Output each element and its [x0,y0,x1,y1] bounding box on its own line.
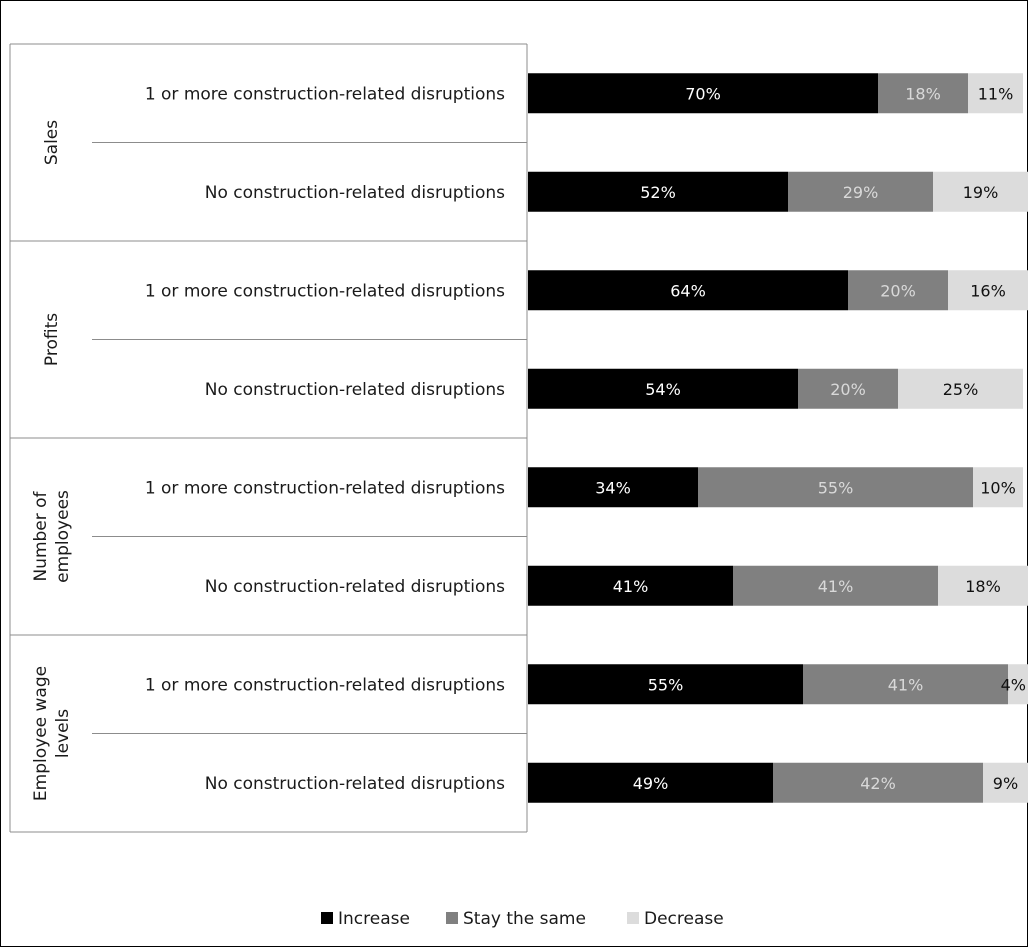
data-label: 64% [670,281,706,300]
legend-label: Decrease [644,909,724,929]
bar-segment-stay-the-same [798,368,898,409]
bar-segment-increase [528,664,803,705]
category-label: 1 or more construction-related disruptio… [145,281,505,301]
bar-segment-decrease [898,368,1023,409]
group-label: Sales [42,120,62,165]
data-label: 16% [970,281,1006,300]
data-label: 41% [818,577,854,596]
data-label: 29% [843,183,879,202]
category-label: No construction-related disruptions [205,577,505,597]
data-label: 20% [830,380,866,399]
category-table-lines [9,43,528,833]
bar-segment-stay-the-same [848,270,948,311]
bar-segment-stay-the-same [733,565,938,606]
bar-segment-increase [528,270,848,311]
bar-segment-decrease [973,467,1023,508]
data-label: 41% [613,577,649,596]
bar-segment-increase [528,73,878,114]
data-label: 55% [648,675,684,694]
legend-label: Increase [338,909,410,929]
legend-label: Stay the same [463,909,586,929]
group-label-line: Profits [42,313,62,366]
data-label: 49% [633,774,669,793]
bar-segment-decrease [933,171,1028,212]
legend-swatch [446,912,458,924]
legend: Increase Stay the same Decrease [321,909,724,929]
bar-segment-stay-the-same [878,73,968,114]
bar-segment-stay-the-same [788,171,933,212]
data-label: 10% [980,478,1016,497]
bar-segment-increase [528,368,798,409]
data-label: 25% [943,380,979,399]
data-label: 42% [860,774,896,793]
legend-swatch [321,912,333,924]
data-label: 9% [993,774,1018,793]
category-label: No construction-related disruptions [205,380,505,400]
bars: 70% 18% 11% 52% 29% 19% 64% 20% 16% 54% 20% 25% 34% 5… [528,73,1028,803]
bar-segment-stay-the-same [773,762,983,803]
category-label: 1 or more construction-related disruptio… [145,84,505,104]
data-label: 41% [888,675,924,694]
data-label: 34% [595,478,631,497]
data-label: 18% [905,84,941,103]
data-label: 52% [640,183,676,202]
group-label-line: Number of [31,490,51,581]
bar-segment-decrease [948,270,1028,311]
data-label: 54% [645,380,681,399]
category-label: No construction-related disruptions [205,183,505,203]
group-label-line: levels [53,709,73,758]
bar-segment-increase [528,565,733,606]
row-labels: 1 or more construction-related disruptio… [145,84,505,794]
bar-segment-decrease [968,73,1023,114]
data-label: 4% [1001,675,1026,694]
bar-segment-stay-the-same [803,664,1008,705]
group-label-line: employees [53,490,73,583]
group-label-line: Employee wage [31,666,51,801]
data-label: 18% [965,577,1001,596]
data-label: 19% [963,183,999,202]
data-label: 20% [880,281,916,300]
category-label: 1 or more construction-related disruptio… [145,675,505,695]
legend-swatch [627,912,639,924]
group-label: Number of employees [31,490,73,583]
bar-segment-increase [528,467,698,508]
group-labels: Sales Profits Number of employees Employee w… [31,120,73,801]
bar-segment-decrease [1008,664,1028,705]
data-label: 11% [978,84,1014,103]
bar-segment-decrease [983,762,1028,803]
group-label: Profits [42,313,62,366]
category-label: 1 or more construction-related disruptio… [145,478,505,498]
bar-segment-decrease [938,565,1028,606]
group-label-line: Sales [42,120,62,165]
data-label: 70% [685,84,721,103]
bar-segment-increase [528,171,788,212]
category-label: No construction-related disruptions [205,774,505,794]
group-label: Employee wage levels [31,666,73,801]
bar-segment-stay-the-same [698,467,973,508]
data-label: 55% [818,478,854,497]
bar-segment-increase [528,762,773,803]
